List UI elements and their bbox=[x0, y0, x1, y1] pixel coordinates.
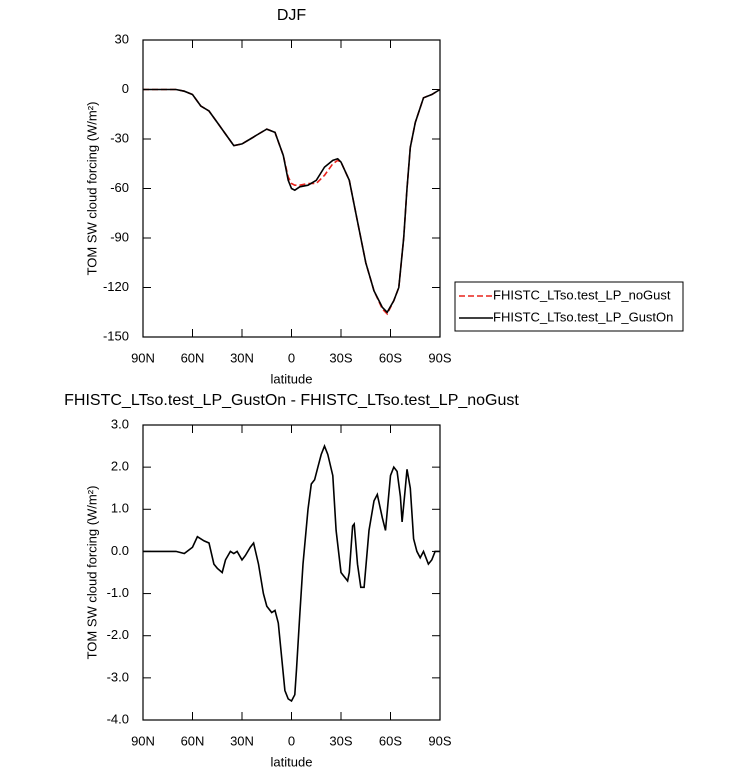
legend-label: FHISTC_LTso.test_LP_GustOn bbox=[493, 309, 673, 324]
y-tick-label: -150 bbox=[103, 328, 129, 343]
legend-label: FHISTC_LTso.test_LP_noGust bbox=[493, 287, 671, 302]
y-tick-label: 30 bbox=[115, 31, 129, 46]
legend-box bbox=[454, 281, 684, 332]
y-tick-label: 3.0 bbox=[111, 416, 129, 431]
y-axis-label: TOM SW cloud forcing (W/m²) bbox=[84, 486, 99, 660]
x-tick-label: 30N bbox=[230, 350, 254, 365]
series-line bbox=[143, 443, 440, 703]
x-tick-label: 30S bbox=[329, 733, 352, 748]
x-tick-label: 60N bbox=[181, 733, 205, 748]
x-tick-label: 90N bbox=[131, 350, 155, 365]
x-tick-label: 0 bbox=[288, 350, 295, 365]
y-tick-label: -2.0 bbox=[107, 627, 129, 642]
y-tick-label: 0.0 bbox=[111, 543, 129, 558]
y-tick-label: -120 bbox=[103, 279, 129, 294]
x-tick-label: 90S bbox=[428, 350, 451, 365]
series-line bbox=[143, 88, 441, 316]
chart-title: DJF bbox=[277, 7, 307, 24]
x-tick-label: 30S bbox=[329, 350, 352, 365]
plot-frame bbox=[142, 39, 441, 338]
x-axis-label: latitude bbox=[271, 754, 313, 769]
y-tick-label: -1.0 bbox=[107, 585, 129, 600]
y-tick-label: -60 bbox=[110, 180, 129, 195]
x-tick-label: 0 bbox=[288, 733, 295, 748]
x-tick-label: 60S bbox=[379, 350, 402, 365]
y-tick-label: 0 bbox=[122, 81, 129, 96]
x-axis-label: latitude bbox=[271, 371, 313, 386]
x-tick-label: 90N bbox=[131, 733, 155, 748]
y-tick-label: 1.0 bbox=[111, 501, 129, 516]
chart-title: FHISTC_LTso.test_LP_GustOn - FHISTC_LTso… bbox=[64, 392, 519, 409]
x-tick-label: 60N bbox=[181, 350, 205, 365]
plot-frame bbox=[142, 424, 441, 721]
y-tick-label: 2.0 bbox=[111, 459, 129, 474]
series-line bbox=[143, 88, 441, 314]
y-tick-label: -3.0 bbox=[107, 669, 129, 684]
x-tick-label: 30N bbox=[230, 733, 254, 748]
x-tick-label: 60S bbox=[379, 733, 402, 748]
y-tick-label: -30 bbox=[110, 130, 129, 145]
y-tick-label: -4.0 bbox=[107, 711, 129, 726]
x-tick-label: 90S bbox=[428, 733, 451, 748]
y-tick-label: -90 bbox=[110, 229, 129, 244]
y-axis-label: TOM SW cloud forcing (W/m²) bbox=[84, 102, 99, 276]
